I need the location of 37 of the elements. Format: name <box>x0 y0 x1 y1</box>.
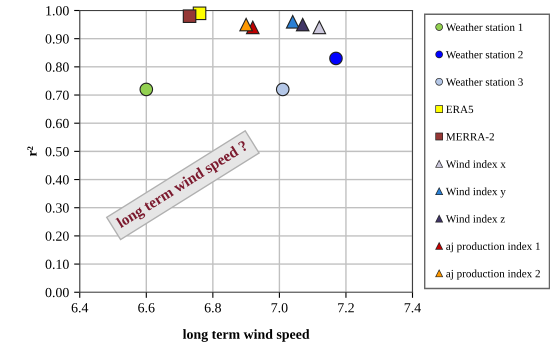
y-tick-label: 0.60 <box>46 118 69 128</box>
point <box>286 14 300 29</box>
y-tick-label: 0.00 <box>46 288 69 298</box>
x-axis-title: long term wind speed <box>182 329 310 342</box>
legend-label: Weather station 2 <box>446 50 523 58</box>
legend-label: Wind index x <box>446 160 506 168</box>
legend-label: Weather station 3 <box>446 78 523 86</box>
y-tick-label: 1.00 <box>46 6 69 16</box>
legend-label: aj production index 2 <box>446 270 540 280</box>
point <box>312 20 326 34</box>
point <box>182 9 196 23</box>
legend-label: ERA5 <box>446 106 474 114</box>
y-tick-label: 0.90 <box>46 34 69 44</box>
y-tick-label: 0.70 <box>46 90 69 100</box>
point <box>276 82 290 96</box>
legend-label: Weather station 1 <box>446 23 523 32</box>
x-tick-label: 6.4 <box>72 303 88 312</box>
y-tick-label: 0.20 <box>46 231 69 241</box>
point <box>239 18 253 32</box>
point <box>329 52 343 66</box>
legend-label: aj production index 1 <box>446 242 540 252</box>
x-tick-label: 6.6 <box>138 303 155 312</box>
y-tick-label: 0.40 <box>46 175 69 185</box>
y-axis-title: r² <box>27 146 37 156</box>
y-tick-label: 0.10 <box>46 260 69 270</box>
legend-label: Wind index z <box>446 214 505 223</box>
point <box>296 18 310 32</box>
legend-label: MERRA-2 <box>446 133 494 140</box>
y-tick-label: 0.30 <box>46 203 69 213</box>
x-tick-label: 7.2 <box>338 303 354 312</box>
point <box>139 82 154 96</box>
x-tick-label: 6.8 <box>204 303 221 312</box>
y-tick-label: 0.80 <box>46 62 69 72</box>
y-tick-label: 0.50 <box>46 146 69 156</box>
x-tick-label: 7.0 <box>272 303 288 312</box>
legend-label: Wind index y <box>446 187 506 198</box>
x-tick-label: 7.4 <box>404 303 421 312</box>
